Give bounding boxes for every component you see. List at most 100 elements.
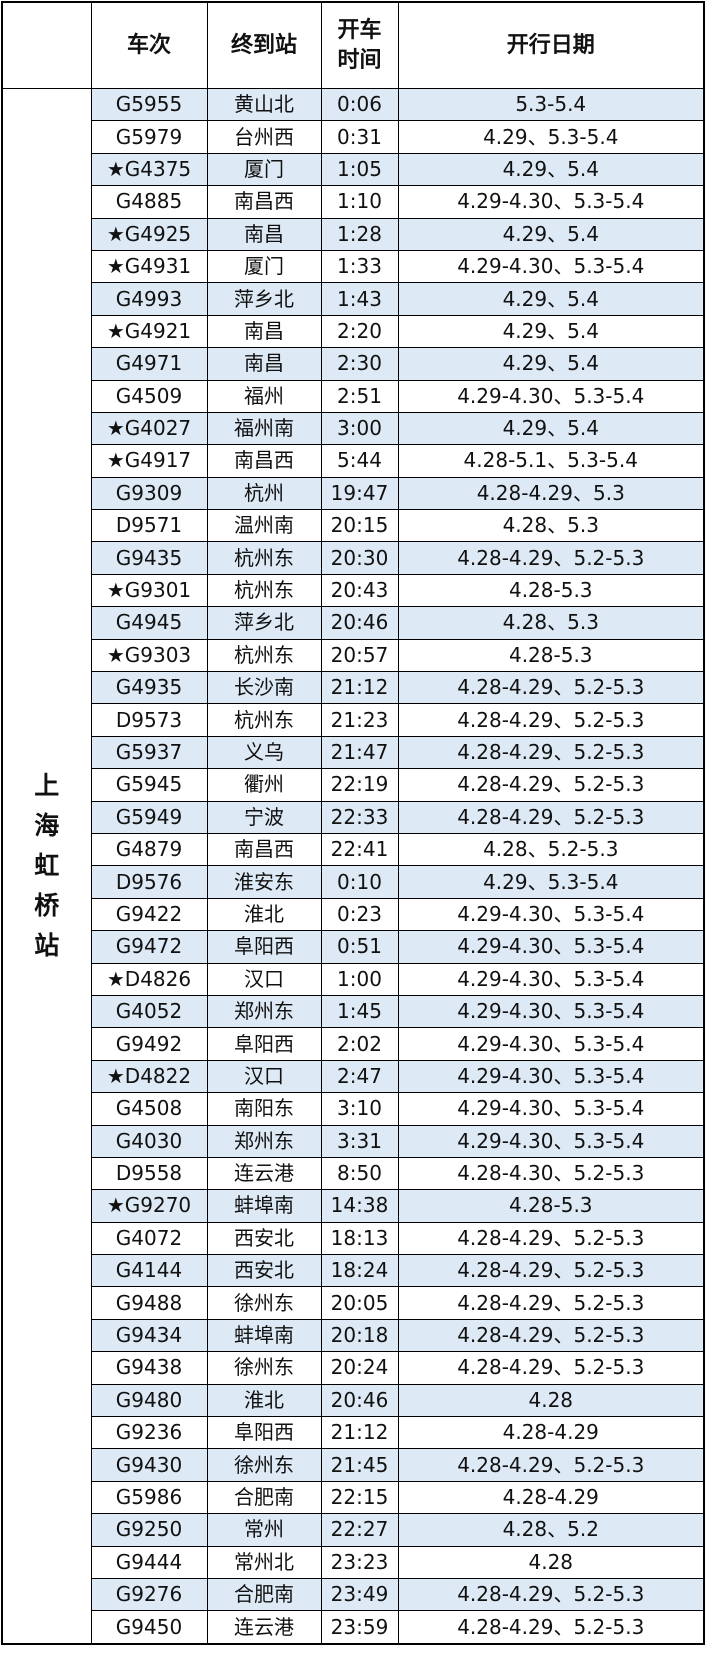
station-char: 海 [34, 810, 60, 840]
cell-dates: 4.28-4.29、5.2-5.3 [397, 1610, 705, 1645]
cell-terminal: 西安北 [206, 1254, 322, 1288]
cell-terminal: 厦门 [206, 249, 322, 284]
cell-dates: 4.28-4.29、5.2-5.3 [397, 768, 705, 802]
cell-train: G5937 [90, 735, 208, 770]
cell-time: 8:50 [320, 1156, 399, 1191]
cell-dates: 4.29、5.4 [397, 217, 705, 251]
cell-dates: 4.29、5.4 [397, 314, 705, 349]
cell-time: 20:57 [320, 638, 399, 673]
cell-dates: 4.29-4.30、5.3-5.4 [397, 897, 705, 932]
cell-dates: 4.28、5.2 [397, 1513, 705, 1547]
cell-terminal: 徐州东 [206, 1351, 322, 1385]
header-depart-line1: 开车 [337, 17, 382, 43]
cell-dates: 4.28-4.29、5.2-5.3 [397, 1318, 705, 1353]
cell-train: G4052 [90, 994, 208, 1029]
cell-dates: 4.28-4.29、5.2-5.3 [397, 1221, 705, 1256]
cell-train: G9438 [90, 1351, 208, 1385]
cell-terminal: 蚌埠南 [206, 1189, 322, 1223]
cell-time: 23:59 [320, 1610, 399, 1645]
cell-time: 0:06 [320, 87, 399, 122]
cell-terminal: 南昌 [206, 347, 322, 381]
cell-dates: 4.29-4.30、5.3-5.4 [397, 930, 705, 964]
cell-time: 23:49 [320, 1577, 399, 1612]
cell-time: 2:47 [320, 1059, 399, 1094]
cell-dates: 4.29-4.30、5.3-5.4 [397, 1027, 705, 1061]
cell-time: 20:24 [320, 1351, 399, 1385]
cell-terminal: 杭州东 [206, 703, 322, 737]
cell-dates: 4.29-4.30、5.3-5.4 [397, 249, 705, 284]
cell-terminal: 郑州东 [206, 994, 322, 1029]
cell-dates: 4.29、5.4 [397, 152, 705, 187]
cell-terminal: 南昌西 [206, 185, 322, 219]
cell-train: G9480 [90, 1383, 208, 1418]
table-row: G9492 阜阳西 2:02 4.29-4.30、5.3-5.4 [2, 1027, 705, 1061]
cell-train: G9488 [90, 1286, 208, 1320]
table-row: G4885 南昌西 1:10 4.29-4.30、5.3-5.4 [2, 185, 705, 219]
cell-train: ★D4822 [90, 1059, 208, 1094]
cell-time: 1:00 [320, 962, 399, 996]
cell-terminal: 杭州东 [206, 638, 322, 673]
cell-train: ★G4027 [90, 411, 208, 446]
cell-time: 20:43 [320, 573, 399, 608]
header-row: 车次 终到站 开车 时间 开行日期 [1, 1, 705, 89]
station-char: 站 [34, 930, 60, 960]
cell-dates: 4.29、5.3-5.4 [397, 120, 705, 154]
cell-train: G4945 [90, 606, 208, 640]
table-row: G9434 蚌埠南 20:18 4.28-4.29、5.2-5.3 [2, 1318, 705, 1353]
table-row: G5949 宁波 22:33 4.28-4.29、5.2-5.3 [2, 800, 705, 834]
table-row: ★D4826 汉口 1:00 4.29-4.30、5.3-5.4 [2, 962, 705, 996]
table-row: ★G4917 南昌西 5:44 4.28-5.1、5.3-5.4 [2, 444, 705, 478]
cell-terminal: 郑州东 [206, 1124, 322, 1158]
cell-terminal: 淮北 [206, 897, 322, 932]
cell-dates: 4.29、5.3-5.4 [397, 865, 705, 899]
cell-train: G9435 [90, 541, 208, 575]
cell-terminal: 南昌 [206, 314, 322, 349]
header-terminal: 终到站 [206, 1, 322, 89]
cell-train: D9558 [90, 1156, 208, 1191]
table-row: G9488 徐州东 20:05 4.28-4.29、5.2-5.3 [2, 1286, 705, 1320]
cell-train: G5949 [90, 800, 208, 834]
cell-train: G4508 [90, 1092, 208, 1126]
table-row: D9576 淮安东 0:10 4.29、5.3-5.4 [2, 865, 705, 899]
cell-dates: 4.29-4.30、5.3-5.4 [397, 1124, 705, 1158]
cell-time: 1:33 [320, 249, 399, 284]
cell-time: 3:00 [320, 411, 399, 446]
cell-time: 21:47 [320, 735, 399, 770]
cell-terminal: 阜阳西 [206, 930, 322, 964]
table-row: ★G9301 杭州东 20:43 4.28-5.3 [2, 573, 705, 608]
cell-terminal: 长沙南 [206, 671, 322, 705]
cell-train: D9571 [90, 509, 208, 543]
header-dates: 开行日期 [397, 1, 705, 89]
table-row: ★G9270 蚌埠南 14:38 4.28-5.3 [2, 1189, 705, 1223]
cell-dates: 4.28-5.3 [397, 573, 705, 608]
table-row: 上海虹桥站 G5955 黄山北 0:06 5.3-5.4 [1, 87, 705, 1645]
cell-train: G4971 [90, 347, 208, 381]
cell-train: G5955 [90, 87, 208, 122]
cell-terminal: 黄山北 [206, 87, 322, 122]
table-row: G9438 徐州东 20:24 4.28-4.29、5.2-5.3 [2, 1351, 705, 1385]
cell-terminal: 连云港 [206, 1156, 322, 1191]
cell-dates: 4.29-4.30、5.3-5.4 [397, 962, 705, 996]
table-row: D9558 连云港 8:50 4.28-4.30、5.2-5.3 [2, 1156, 705, 1191]
table-row: G5986 合肥南 22:15 4.28-4.29 [2, 1480, 705, 1515]
cell-train: G9430 [90, 1448, 208, 1482]
cell-train: G9472 [90, 930, 208, 964]
cell-terminal: 常州北 [206, 1545, 322, 1579]
cell-dates: 4.28-4.29、5.2-5.3 [397, 703, 705, 737]
table-row: G9450 连云港 23:59 4.28-4.29、5.2-5.3 [2, 1610, 705, 1645]
cell-time: 20:46 [320, 606, 399, 640]
cell-train: D9573 [90, 703, 208, 737]
cell-time: 21:12 [320, 1416, 399, 1450]
cell-dates: 4.29、5.4 [397, 411, 705, 446]
cell-train: G4072 [90, 1221, 208, 1256]
cell-dates: 4.29-4.30、5.3-5.4 [397, 1059, 705, 1094]
cell-time: 1:28 [320, 217, 399, 251]
cell-dates: 4.28-4.29、5.2-5.3 [397, 1577, 705, 1612]
cell-train: G4144 [90, 1254, 208, 1288]
cell-time: 20:18 [320, 1318, 399, 1353]
train-schedule-table: 车次 终到站 开车 时间 开行日期 上海虹桥站 G5955 黄山北 0:06 5.3-5.… [1, 1, 705, 1645]
cell-time: 22:27 [320, 1513, 399, 1547]
cell-time: 18:24 [320, 1254, 399, 1288]
cell-time: 20:05 [320, 1286, 399, 1320]
header-depart-line2: 时间 [337, 47, 382, 73]
